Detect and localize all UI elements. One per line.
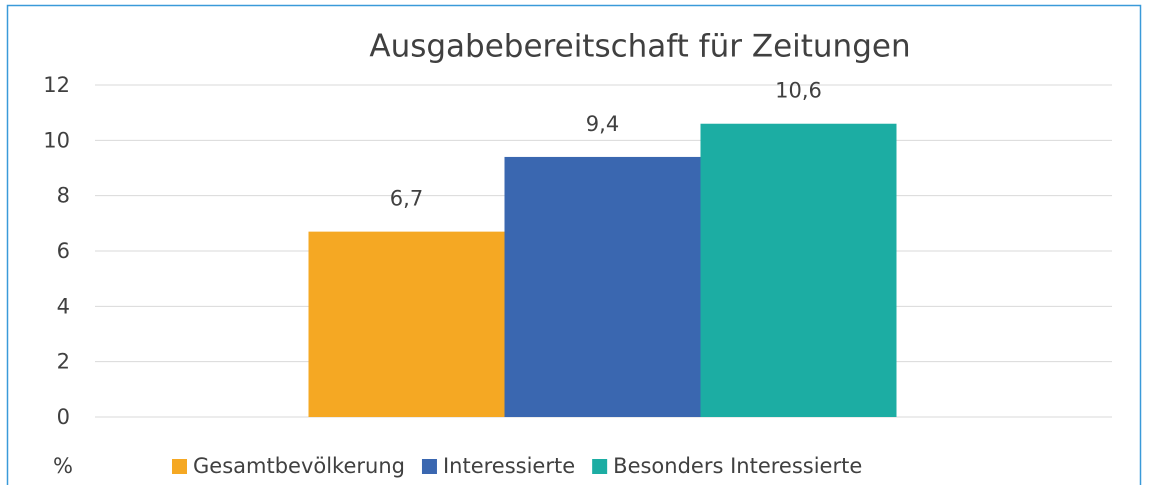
value-label: 9,4 [586,112,619,136]
legend-label: Interessierte [443,454,575,478]
y-tick-label: 10 [43,128,70,152]
y-tick-label: 12 [43,73,70,97]
y-tick-label: 0 [57,405,70,429]
y-tick-label: 2 [57,350,70,374]
bar [308,231,505,417]
legend-swatch [421,459,437,474]
y-tick-label: 6 [57,239,70,263]
value-label: 6,7 [390,187,423,211]
y-tick-label: 4 [57,294,70,318]
value-label: 10,6 [775,79,822,103]
legend-swatch [592,459,608,474]
chart-title: Ausgabebereitschaft für Zeitungen [369,29,910,65]
legend-label: Gesamtbevölkerung [193,454,405,478]
bar [700,123,897,417]
legend-swatch [172,459,187,474]
bar [504,156,701,417]
frame [6,4,1142,485]
y-axis-label: % [53,454,73,478]
y-tick-label: 8 [57,184,70,208]
legend-label: Besonders Interessierte [613,454,862,478]
